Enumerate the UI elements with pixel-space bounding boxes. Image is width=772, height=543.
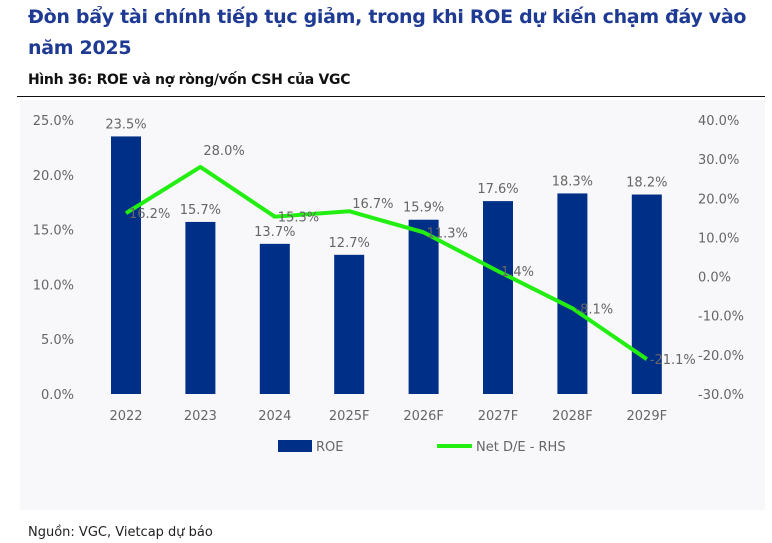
roe-bar — [557, 193, 588, 394]
roe-bar — [111, 136, 141, 394]
source-note: Nguồn: VGC, Vietcap dự báo — [28, 525, 213, 540]
x-axis-tick: 2024 — [258, 409, 291, 424]
roe-bar — [259, 243, 290, 394]
roe-data-label: 15.9% — [403, 201, 444, 216]
right-axis-tick: -30.0% — [698, 388, 744, 403]
right-axis-tick: 20.0% — [698, 192, 739, 207]
net-de-data-label: -8.1% — [575, 302, 613, 317]
legend-net-de-label: Net D/E - RHS — [476, 440, 566, 455]
right-axis-tick: -20.0% — [698, 349, 744, 364]
roe-bar — [483, 201, 513, 394]
x-axis-tick: 2025F — [329, 409, 370, 424]
x-axis-tick: 2027F — [478, 409, 519, 424]
roe-data-label: 12.7% — [329, 236, 370, 251]
x-axis-tick: 2022 — [109, 409, 142, 424]
net-de-data-label: 15.3% — [278, 211, 319, 226]
left-axis-tick: 5.0% — [41, 333, 74, 348]
right-axis-tick: 40.0% — [698, 114, 739, 129]
right-axis-tick: -10.0% — [698, 310, 744, 325]
net-de-data-label: 28.0% — [203, 144, 244, 159]
roe-bar — [334, 254, 365, 394]
net-de-data-label: 1.4% — [501, 265, 534, 280]
roe-bar — [631, 194, 662, 394]
right-axis-tick: 10.0% — [698, 231, 739, 246]
left-axis-tick: 15.0% — [33, 224, 74, 239]
net-de-line — [124, 164, 648, 361]
roe-bar — [185, 221, 216, 394]
roe-data-label: 18.2% — [626, 176, 667, 191]
x-axis-tick: 2029F — [627, 409, 668, 424]
left-axis-tick: 25.0% — [33, 114, 74, 129]
roe-data-label: 13.7% — [254, 225, 295, 240]
left-axis-tick: 0.0% — [41, 388, 74, 403]
legend-roe-label: ROE — [316, 440, 343, 455]
net-de-data-label: 16.7% — [352, 197, 393, 212]
x-axis-tick: 2028F — [552, 409, 593, 424]
page-title: Đòn bẩy tài chính tiếp tục giảm, trong k… — [28, 6, 747, 59]
roe-data-label: 17.6% — [477, 182, 518, 197]
net-de-data-label: -21.1% — [650, 353, 696, 368]
left-axis-tick: 10.0% — [33, 278, 74, 293]
roe-data-label: 15.7% — [180, 203, 221, 218]
figure-caption: Hình 36: ROE và nợ ròng/vốn CSH của VGC — [28, 72, 351, 88]
right-axis-tick: 0.0% — [698, 271, 731, 286]
left-axis-tick: 20.0% — [33, 169, 74, 184]
roe-bar — [408, 219, 439, 394]
x-axis-tick: 2026F — [403, 409, 444, 424]
roe-data-label: 18.3% — [552, 174, 593, 189]
net-de-data-label: 16.2% — [129, 207, 170, 222]
roe-data-label: 23.5% — [105, 117, 146, 132]
legend-roe-swatch — [278, 440, 312, 452]
x-axis-tick: 2023 — [184, 409, 217, 424]
divider — [17, 96, 765, 97]
right-axis-tick: 30.0% — [698, 153, 739, 168]
net-de-data-label: 11.3% — [427, 226, 468, 241]
